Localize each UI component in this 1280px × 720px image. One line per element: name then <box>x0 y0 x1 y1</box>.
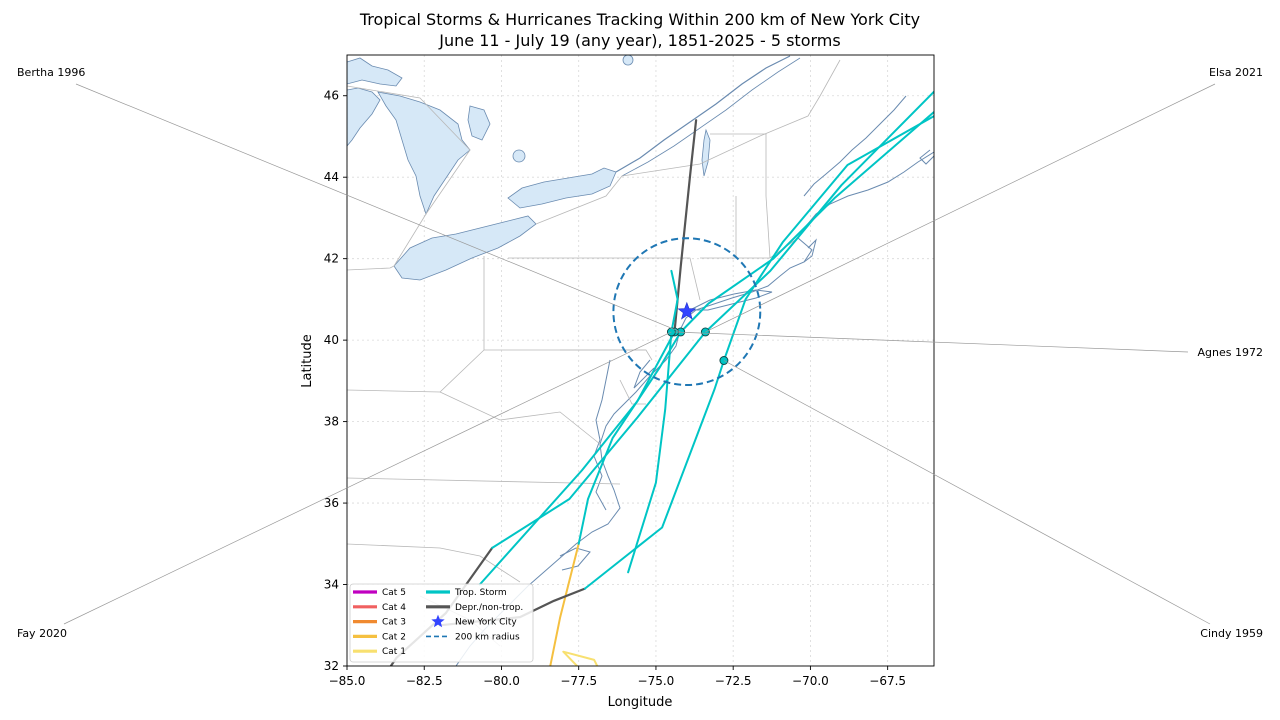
legend-label-cat-2: Cat 2 <box>382 632 406 642</box>
y-tick-label: 46 <box>324 89 339 103</box>
leader-line-elsa-2021 <box>705 83 1216 333</box>
x-tick-label: −85.0 <box>329 674 366 688</box>
x-tick-label: −77.5 <box>560 674 597 688</box>
legend-label-cat-1: Cat 1 <box>382 647 406 657</box>
atlantic-coastline <box>455 151 934 666</box>
y-tick-label: 34 <box>324 578 339 592</box>
lake-simcoe <box>512 149 526 163</box>
st-lawrence-river <box>615 55 791 173</box>
chart-title: Tropical Storms & Hurricanes Tracking Wi… <box>359 10 920 29</box>
leader-line-bertha-1996 <box>75 83 681 333</box>
y-tick-label: 38 <box>324 415 339 429</box>
storm-track-fay-2020 <box>627 269 679 574</box>
lake-nipigon <box>622 55 634 66</box>
x-axis-ticks: −85.0 −82.5 −80.0 −77.5 −75.0 −72.5 −70.0 −67.5 <box>329 666 906 688</box>
new-york-city-star <box>677 301 697 320</box>
delaware-bay <box>633 359 655 389</box>
x-tick-label: −82.5 <box>406 674 443 688</box>
radius-200km-circle <box>612 237 762 387</box>
y-tick-label: 40 <box>324 333 339 347</box>
border-maryland <box>560 349 653 405</box>
track-segment-cat2 <box>549 542 580 666</box>
leader-line-cindy-1959 <box>723 360 1211 625</box>
track-segment-ts <box>627 269 679 574</box>
track-segment-ts <box>478 331 676 586</box>
track-segment-cat1 <box>562 650 599 666</box>
y-tick-label: 44 <box>324 170 339 184</box>
legend-swatch-new-york-city <box>431 614 445 628</box>
legend-label-trop-storm: Trop. Storm <box>454 588 507 598</box>
x-tick-label: −75.0 <box>638 674 675 688</box>
leader-line-agnes-1972 <box>674 331 1189 353</box>
y-tick-label: 42 <box>324 252 339 266</box>
x-axis-label: Longitude <box>608 695 673 710</box>
political-borders <box>347 59 841 647</box>
chesapeake-bay <box>593 359 611 511</box>
legend-label-cat-4: Cat 4 <box>382 603 406 613</box>
lake-michigan <box>347 87 381 147</box>
x-tick-label: −70.0 <box>792 674 829 688</box>
leader-line-fay-2020 <box>63 331 672 625</box>
nova-scotia-coast <box>919 149 934 165</box>
lake-champlain <box>701 128 711 177</box>
y-tick-label: 36 <box>324 496 339 510</box>
storm-label-cindy-1959: Cindy 1959 <box>1200 627 1263 640</box>
legend-label-cat-3: Cat 3 <box>382 618 406 628</box>
lake-huron <box>377 91 471 216</box>
legend-label-depr-non-trop: Depr./non-trop. <box>455 603 523 613</box>
radius-layer <box>612 237 762 387</box>
legend: Cat 5 Cat 4 Cat 3 Cat 2 Cat 1 Trop. Storm Depr… <box>349 583 534 663</box>
chart-subtitle: June 11 - July 19 (any year), 1851-2025 … <box>438 31 840 50</box>
legend-label-200-km-radius: 200 km radius <box>455 632 520 642</box>
border-virginia <box>347 391 621 485</box>
track-segment-ts <box>583 115 934 590</box>
legend-label-cat-5: Cat 5 <box>382 588 406 598</box>
plot-frame <box>346 54 935 667</box>
border-canada-us <box>347 59 841 267</box>
legend-label-new-york-city: New York City <box>455 618 517 628</box>
y-tick-label: 32 <box>324 659 339 673</box>
lake-superior <box>347 57 403 87</box>
storm-label-bertha-1996: Bertha 1996 <box>17 66 85 79</box>
x-tick-label: −67.5 <box>869 674 906 688</box>
x-tick-label: −72.5 <box>715 674 752 688</box>
base-map <box>347 55 934 666</box>
storm-label-fay-2020: Fay 2020 <box>17 627 67 640</box>
y-axis-label: Latitude <box>300 334 315 388</box>
georgian-bay <box>467 105 491 141</box>
storm-label-elsa-2021: Elsa 2021 <box>1209 66 1263 79</box>
st-lawrence-river-south-bank <box>621 57 801 177</box>
storm-annotations: Bertha 1996 Elsa 2021 Agnes 1972 Fay 2020 Ci… <box>17 66 1263 640</box>
cape-cod <box>803 238 817 263</box>
maine-coast <box>803 95 907 197</box>
legend-box <box>349 583 534 663</box>
storm-label-agnes-1972: Agnes 1972 <box>1198 346 1263 359</box>
y-axis-ticks: 32 34 36 38 40 42 44 46 <box>324 89 347 673</box>
x-tick-label: −80.0 <box>483 674 520 688</box>
